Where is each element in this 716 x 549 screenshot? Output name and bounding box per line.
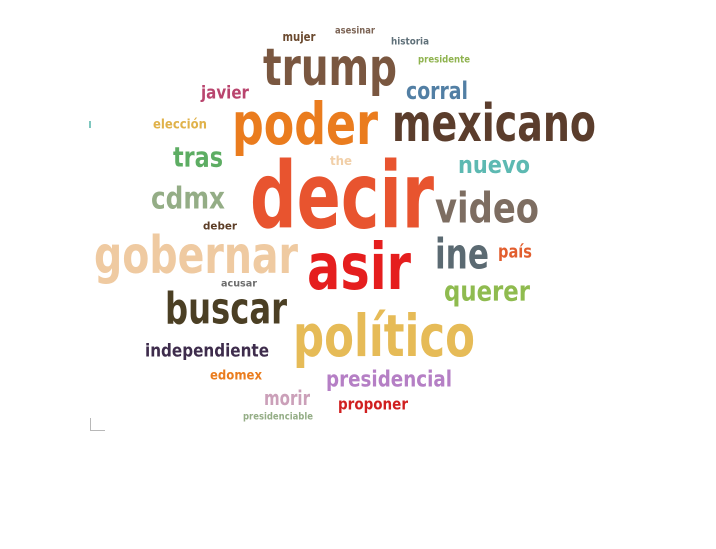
- word-21: acusar: [221, 279, 257, 290]
- word-30: presidenciable: [243, 412, 313, 423]
- word-7: elección: [153, 118, 207, 133]
- word-24: político: [293, 302, 475, 370]
- word-0: mujer: [283, 30, 316, 44]
- word-18: asir: [307, 231, 411, 305]
- word-22: querer: [444, 275, 530, 308]
- word-17: gobernar: [94, 226, 298, 286]
- corner-bracket: [90, 418, 105, 431]
- word-16: deber: [203, 220, 238, 233]
- word-29: proponer: [338, 395, 408, 414]
- word-5: javier: [200, 83, 249, 104]
- edge-mark: [89, 121, 91, 128]
- word-4: trump: [263, 38, 397, 98]
- word-19: ine: [435, 230, 489, 279]
- word-3: presidente: [418, 55, 470, 66]
- word-23: buscar: [165, 284, 287, 335]
- word-26: edomex: [210, 369, 263, 384]
- word-11: the: [330, 154, 352, 168]
- word-12: nuevo: [458, 151, 530, 179]
- word-15: video: [435, 184, 539, 233]
- word-20: país: [498, 242, 532, 263]
- word-2: historia: [391, 37, 429, 48]
- word-14: cdmx: [151, 182, 225, 217]
- word-13: decir: [250, 143, 434, 250]
- word-25: independiente: [145, 341, 269, 362]
- word-6: corral: [406, 77, 468, 105]
- word-8: poder: [232, 90, 378, 158]
- word-9: mexicano: [392, 94, 596, 154]
- word-28: morir: [264, 386, 310, 410]
- word-27: presidencial: [326, 368, 452, 393]
- word-1: asesinar: [335, 26, 375, 37]
- word-10: tras: [173, 141, 223, 174]
